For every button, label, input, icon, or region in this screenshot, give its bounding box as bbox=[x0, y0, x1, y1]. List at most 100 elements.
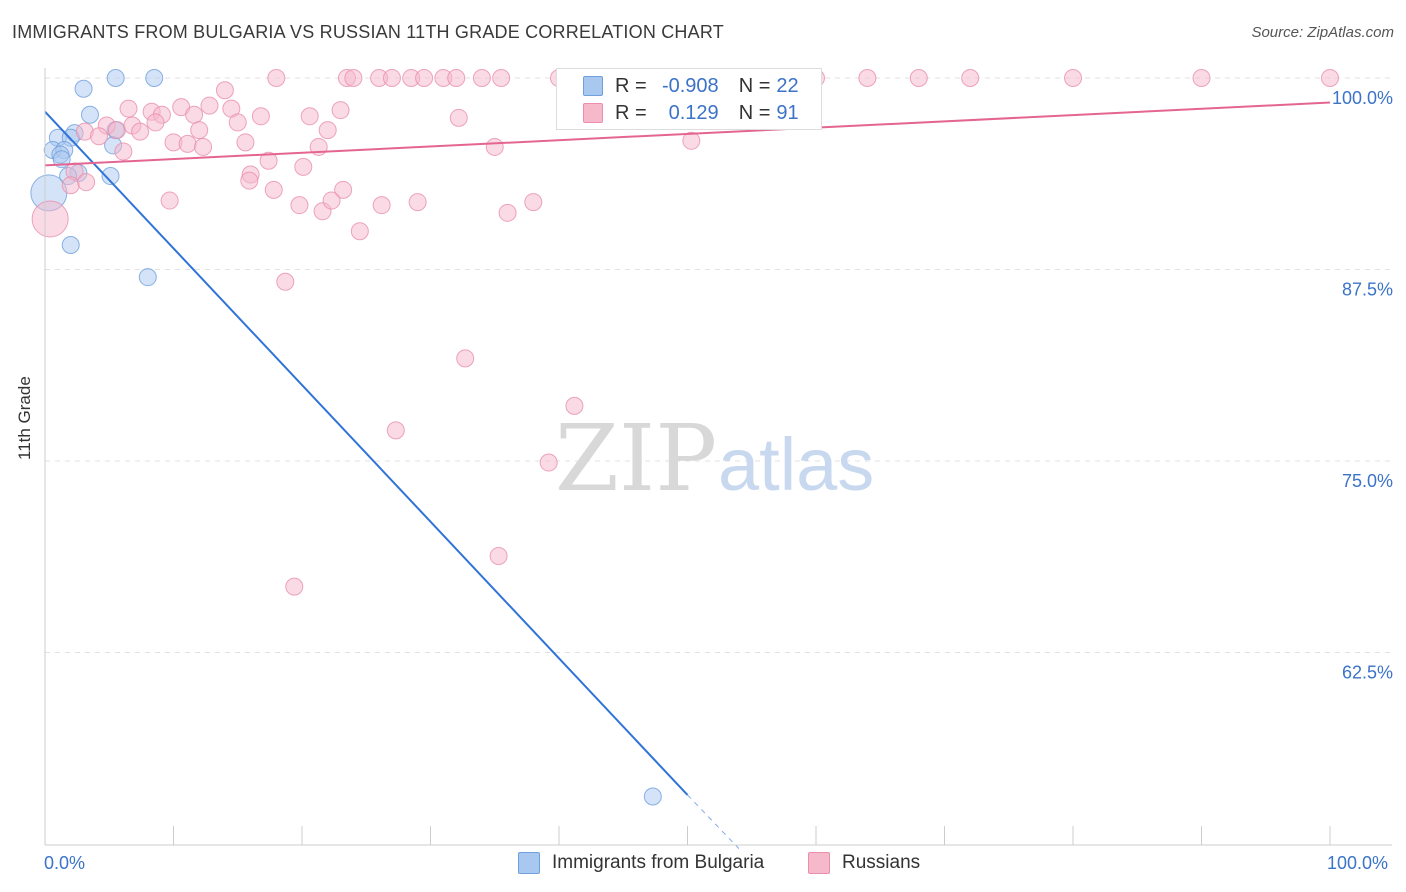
point-russians bbox=[415, 69, 434, 87]
point-russians bbox=[350, 222, 369, 241]
point-russians bbox=[228, 113, 247, 132]
point-russians bbox=[290, 196, 309, 215]
point-bulgaria bbox=[80, 105, 99, 124]
point-russians bbox=[264, 180, 283, 199]
legend-r-value-russians: 0.129 bbox=[668, 101, 719, 124]
x-tick-label-max: 100.0% bbox=[1327, 853, 1389, 873]
point-russians bbox=[447, 69, 466, 87]
legend-row-bulgaria: R = -0.908 N = 22 bbox=[583, 73, 799, 99]
point-russians bbox=[107, 121, 126, 140]
point-russians bbox=[190, 121, 209, 140]
point-russians bbox=[565, 396, 584, 415]
source-credit: Source: ZipAtlas.com bbox=[1251, 24, 1394, 41]
watermark-zip: ZIP bbox=[555, 405, 717, 512]
point-bulgaria bbox=[138, 268, 157, 287]
trend-layer bbox=[44, 101, 1331, 849]
x-tick-label-min: 0.0% bbox=[44, 853, 86, 873]
point-russians bbox=[382, 69, 401, 87]
point-russians bbox=[200, 96, 219, 115]
point-russians bbox=[682, 131, 701, 150]
point-bulgaria bbox=[61, 235, 80, 254]
point-russians bbox=[909, 69, 928, 87]
point-russians bbox=[146, 113, 165, 132]
point-russians bbox=[77, 173, 96, 192]
y-tick-label: 62.5% bbox=[1342, 663, 1393, 683]
bottom-swatch-pink bbox=[808, 852, 830, 874]
legend-n-value-russians: 91 bbox=[776, 101, 799, 124]
trendline-bulgaria bbox=[44, 111, 689, 796]
point-russians bbox=[178, 134, 197, 153]
point-russians bbox=[386, 421, 405, 440]
point-russians bbox=[456, 349, 475, 368]
y-tick-label: 75.0% bbox=[1342, 471, 1393, 491]
grid-layer bbox=[45, 77, 1392, 653]
bottom-legend-label-bulgaria: Immigrants from Bulgaria bbox=[552, 852, 765, 873]
point-russians bbox=[185, 105, 204, 124]
point-bulgaria bbox=[74, 79, 93, 98]
point-russians bbox=[1064, 69, 1082, 87]
point-russians bbox=[194, 137, 213, 156]
y-tick-label: 100.0% bbox=[1332, 88, 1393, 108]
chart-title: IMMIGRANTS FROM BULGARIA VS RUSSIAN 11TH… bbox=[12, 22, 724, 42]
point-russians bbox=[489, 546, 508, 565]
watermark-atlas: atlas bbox=[718, 423, 874, 506]
point-russians bbox=[524, 193, 543, 212]
point-russians bbox=[236, 133, 255, 152]
trendline-russians bbox=[44, 101, 1331, 167]
point-russians bbox=[131, 122, 150, 141]
trendline-bulgaria-extension bbox=[687, 794, 740, 849]
point-bulgaria bbox=[145, 69, 164, 87]
point-russians bbox=[331, 101, 350, 120]
point-russians bbox=[961, 69, 980, 87]
y-axis-label: 11th Grade bbox=[15, 376, 34, 460]
point-russians bbox=[472, 69, 491, 87]
point-russians bbox=[89, 127, 108, 146]
bottom-legend-label-russians: Russians bbox=[842, 852, 921, 873]
point-russians bbox=[300, 107, 319, 126]
point-russians bbox=[485, 137, 504, 156]
legend-swatch-pink bbox=[583, 103, 603, 123]
legend-swatch-blue bbox=[583, 76, 603, 96]
point-russians bbox=[492, 69, 511, 87]
point-russians bbox=[276, 272, 295, 291]
bottom-legend-bulgaria[interactable]: Immigrants from Bulgaria bbox=[518, 852, 764, 874]
point-russians bbox=[31, 200, 69, 238]
point-russians bbox=[1192, 69, 1211, 87]
point-russians bbox=[240, 171, 259, 190]
legend-n-label: N = bbox=[738, 74, 771, 97]
point-russians bbox=[408, 193, 427, 212]
point-russians bbox=[114, 142, 133, 161]
legend-r-label: R = bbox=[615, 101, 647, 124]
point-russians bbox=[322, 191, 341, 210]
point-russians bbox=[858, 69, 877, 87]
point-russians bbox=[1321, 69, 1339, 87]
point-russians bbox=[334, 180, 353, 199]
legend-r-label: R = bbox=[615, 74, 647, 97]
point-russians bbox=[318, 121, 337, 140]
legend-n-value-bulgaria: 22 bbox=[776, 74, 799, 97]
point-russians bbox=[160, 191, 179, 210]
axis-layer: 100.0% 87.5% 75.0% 62.5% bbox=[44, 68, 1393, 846]
point-bulgaria bbox=[101, 167, 120, 186]
point-russians bbox=[498, 203, 517, 222]
bottom-legend-russians[interactable]: Russians bbox=[808, 852, 920, 874]
point-russians bbox=[61, 176, 80, 195]
point-russians bbox=[285, 577, 304, 596]
point-russians bbox=[294, 157, 313, 176]
y-tick-label: 87.5% bbox=[1342, 280, 1393, 300]
point-russians bbox=[119, 99, 138, 118]
point-russians bbox=[344, 69, 363, 87]
legend-row-russians: R = 0.129 N = 91 bbox=[583, 100, 799, 126]
watermark: ZIP atlas bbox=[555, 405, 874, 512]
point-russians bbox=[251, 107, 270, 126]
point-russians bbox=[267, 69, 286, 87]
point-russians bbox=[215, 81, 234, 100]
point-russians bbox=[259, 151, 278, 170]
point-russians bbox=[372, 196, 391, 215]
correlation-legend: R = -0.908 N = 22 R = 0.129 N = 91 bbox=[556, 68, 822, 130]
bottom-swatch-blue bbox=[518, 852, 540, 874]
point-russians bbox=[449, 108, 468, 127]
point-bulgaria bbox=[643, 787, 662, 806]
legend-r-value-bulgaria: -0.908 bbox=[661, 74, 719, 97]
